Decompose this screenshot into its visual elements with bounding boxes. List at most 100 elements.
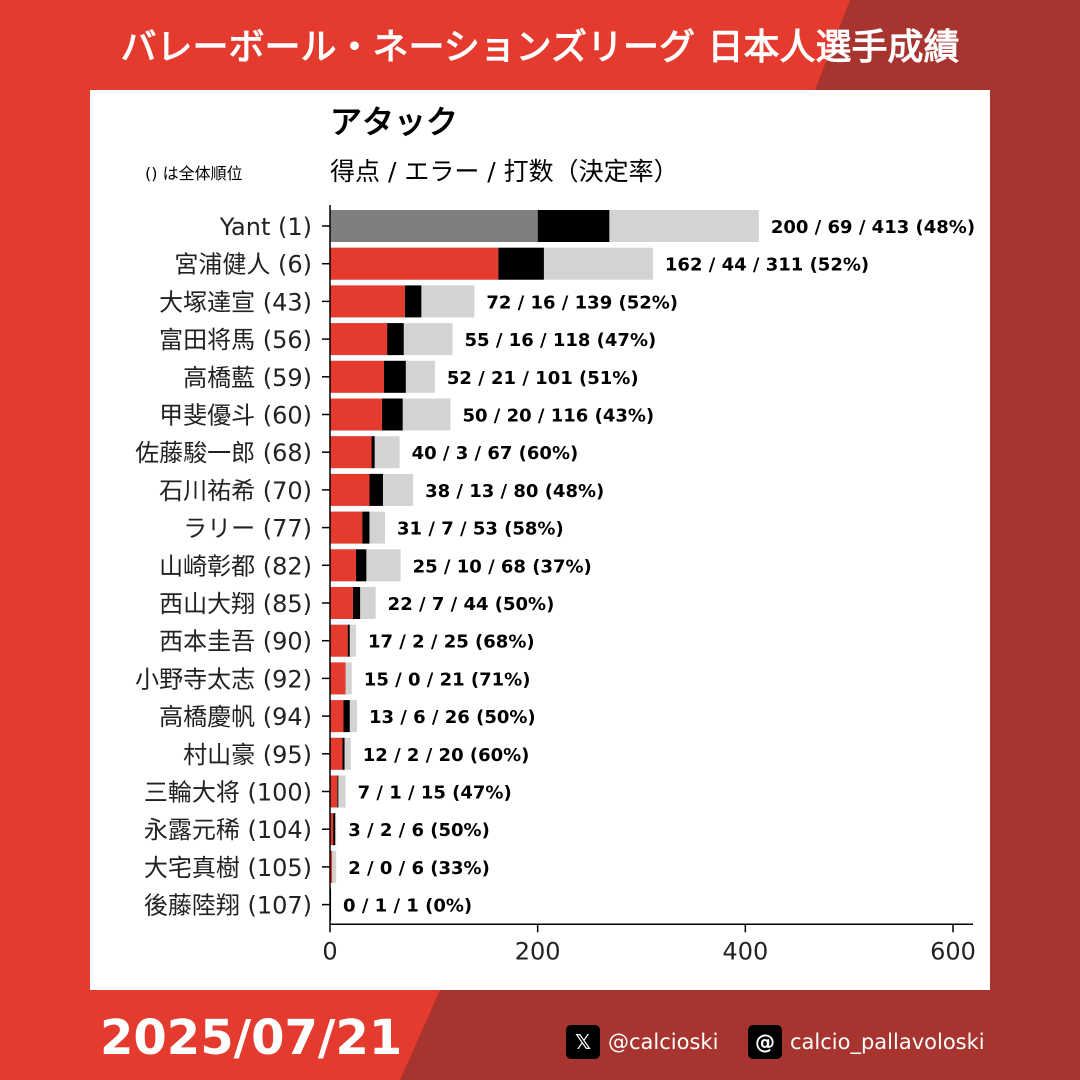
data-label: 12 / 2 / 20 (60%)	[363, 745, 530, 766]
category-label: 高橋藍 (59)	[183, 364, 312, 392]
category-label: 富田将馬 (56)	[159, 326, 312, 354]
bar-row: 高橋慶帆 (94) 13 / 6 / 26 (50%)	[159, 700, 536, 733]
bar-points	[330, 775, 338, 808]
x-axis: 0 200 400 600	[322, 205, 976, 965]
bar-row: 甲斐優斗 (60) 50 / 20 / 116 (43%)	[159, 398, 654, 431]
category-label: 大塚達宣 (43)	[159, 288, 312, 316]
data-label: 15 / 0 / 21 (71%)	[364, 669, 531, 690]
bar-points	[330, 360, 384, 393]
chart-subtitle: 得点 / エラー / 打数（決定率）	[330, 157, 679, 186]
bar-errors	[498, 247, 544, 280]
category-label: 石川祐希 (70)	[159, 477, 312, 505]
bar-points	[330, 398, 382, 431]
category-label: 村山豪 (95)	[183, 741, 312, 769]
category-label: 三輪大将 (100)	[144, 779, 312, 807]
x-tick-label: 200	[515, 937, 561, 965]
bar-errors	[381, 398, 403, 431]
bar-points	[330, 549, 356, 582]
bar-points	[330, 700, 344, 733]
bar-errors	[342, 737, 345, 770]
category-label: 佐藤駿一郎 (68)	[135, 439, 312, 467]
data-label: 52 / 21 / 101 (51%)	[447, 368, 639, 389]
threads-handle: calcio_pallavoloski	[790, 1030, 985, 1054]
chart-panel: アタック 得点 / エラー / 打数（決定率） () は全体順位 Yant (1…	[90, 90, 990, 990]
bar-points	[330, 850, 333, 883]
bar-points	[330, 737, 343, 770]
category-label: 高橋慶帆 (94)	[159, 703, 312, 731]
category-label: 宮浦健人 (6)	[174, 251, 312, 279]
category-label: 永露元稀 (104)	[144, 816, 312, 844]
data-label: 22 / 7 / 44 (50%)	[388, 594, 555, 615]
data-label: 50 / 20 / 116 (43%)	[462, 406, 654, 427]
bar-points	[330, 587, 353, 619]
data-label: 2 / 0 / 6 (33%)	[348, 858, 490, 879]
bar-points	[330, 624, 348, 657]
x-tick-label: 0	[322, 937, 337, 965]
bar-points	[330, 210, 538, 242]
data-label: 7 / 1 / 15 (47%)	[358, 783, 512, 804]
bar-row: 高橋藍 (59) 52 / 21 / 101 (51%)	[183, 360, 639, 393]
data-label: 3 / 2 / 6 (50%)	[348, 820, 490, 841]
bar-errors	[383, 360, 406, 393]
data-label: 13 / 6 / 26 (50%)	[369, 707, 536, 728]
bar-errors	[355, 549, 367, 582]
data-label: 17 / 2 / 25 (68%)	[368, 632, 535, 653]
bar-row: 山崎彰都 (82) 25 / 10 / 68 (37%)	[159, 549, 592, 582]
date-label: 2025/07/21	[100, 1010, 403, 1066]
bar-errors	[369, 473, 383, 506]
bar-row: 富田将馬 (56) 55 / 16 / 118 (47%)	[159, 323, 657, 356]
bar-row: 佐藤駿一郎 (68) 40 / 3 / 67 (60%)	[135, 436, 579, 469]
bar-points	[330, 436, 372, 469]
bar-row: 西本圭吾 (90) 17 / 2 / 25 (68%)	[159, 624, 535, 657]
bar-errors	[362, 511, 370, 544]
bar-row: 大宅真樹 (105) 2 / 0 / 6 (33%)	[144, 850, 490, 883]
bar-row: 石川祐希 (70) 38 / 13 / 80 (48%)	[159, 473, 604, 506]
x-tick-label: 400	[722, 937, 768, 965]
bar-errors	[333, 813, 336, 846]
bar-row: 西山大翔 (85) 22 / 7 / 44 (50%)	[159, 587, 554, 619]
bar-row: Yant (1) 200 / 69 / 413 (48%)	[219, 210, 975, 242]
x-handle: @calcioski	[608, 1030, 719, 1054]
bar-errors	[404, 285, 422, 318]
rank-note: () は全体順位	[145, 164, 243, 183]
data-label: 200 / 69 / 413 (48%)	[771, 217, 975, 238]
bar-points	[330, 662, 346, 695]
bar-row: 大塚達宣 (43) 72 / 16 / 139 (52%)	[159, 285, 678, 318]
data-label: 31 / 7 / 53 (58%)	[397, 519, 564, 540]
category-label: 後藤陸翔 (107)	[144, 892, 312, 920]
bar-row: 永露元稀 (104) 3 / 2 / 6 (50%)	[144, 813, 490, 846]
chart-title: アタック	[330, 103, 458, 141]
data-label: 55 / 16 / 118 (47%)	[465, 330, 657, 351]
x-logo-icon: 𝕏	[566, 1025, 600, 1059]
category-label: 山崎彰都 (82)	[159, 552, 312, 580]
bar-errors	[337, 775, 339, 808]
bar-errors	[371, 436, 375, 469]
bar-points	[330, 247, 499, 280]
x-tick-label: 600	[930, 937, 976, 965]
bar-errors	[352, 587, 361, 619]
data-label: 38 / 13 / 80 (48%)	[425, 481, 604, 502]
bar-row: 後藤陸翔 (107) 0 / 1 / 1 (0%)	[144, 888, 472, 921]
bar-points	[330, 323, 388, 356]
data-label: 72 / 16 / 139 (52%)	[486, 292, 678, 313]
bar-errors	[537, 210, 610, 242]
data-label: 0 / 1 / 1 (0%)	[343, 896, 472, 917]
bar-attempts	[330, 850, 337, 883]
bar-row: 宮浦健人 (6) 162 / 44 / 311 (52%)	[174, 247, 869, 280]
bar-points	[330, 511, 363, 544]
data-label: 40 / 3 / 67 (60%)	[412, 443, 579, 464]
category-label: Yant (1)	[219, 213, 312, 241]
bar-errors	[343, 700, 350, 733]
bar-row: 小野寺太志 (92) 15 / 0 / 21 (71%)	[135, 662, 531, 695]
bar-group: Yant (1) 200 / 69 / 413 (48%) 宮浦健人 (6) 162 …	[135, 210, 975, 921]
x-account[interactable]: 𝕏 @calcioski	[566, 1025, 718, 1059]
attack-chart: アタック 得点 / エラー / 打数（決定率） () は全体順位 Yant (1…	[135, 103, 976, 965]
page-title: バレーボール・ネーションズリーグ 日本人選手成績	[120, 27, 960, 68]
threads-account[interactable]: @ calcio_pallavoloski	[748, 1025, 985, 1059]
data-label: 25 / 10 / 68 (37%)	[413, 556, 592, 577]
category-label: 甲斐優斗 (60)	[159, 402, 312, 430]
category-label: 大宅真樹 (105)	[144, 854, 312, 882]
bar-row: 村山豪 (95) 12 / 2 / 20 (60%)	[183, 737, 530, 770]
bar-row: 三輪大将 (100) 7 / 1 / 15 (47%)	[144, 775, 512, 808]
category-label: 西本圭吾 (90)	[159, 628, 312, 656]
